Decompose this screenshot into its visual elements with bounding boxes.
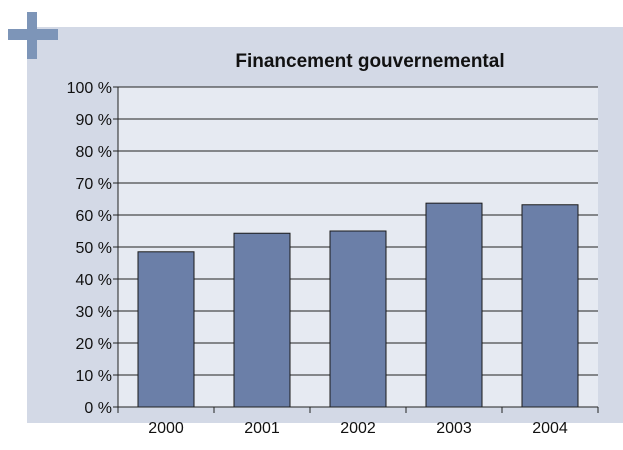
axes	[113, 86, 599, 413]
bar-2004	[521, 204, 579, 408]
plus-icon-horizontal-bar	[8, 29, 58, 40]
y-tick-label: 60 %	[76, 208, 112, 225]
y-tick-label: 20 %	[76, 336, 112, 353]
y-tick-label: 0 %	[84, 400, 112, 417]
y-tick-label: 50 %	[76, 240, 112, 257]
bars	[137, 202, 579, 408]
y-axis-tick-labels: 0 % 10 % 20 % 30 % 40 % 50 % 60 % 70 % 80 % 90 % 1…	[67, 80, 112, 417]
x-axis-tick-labels: 2000 2001 2002 2003 2004	[148, 420, 568, 437]
bar-2003	[425, 202, 483, 408]
bar-2002	[329, 230, 387, 408]
y-tick-label: 30 %	[76, 304, 112, 321]
x-tick-label: 2004	[532, 420, 568, 437]
chart-title: Financement gouvernemental	[235, 51, 504, 72]
y-tick-label: 70 %	[76, 176, 112, 193]
y-tick-label: 10 %	[76, 368, 112, 385]
x-tick-label: 2001	[244, 420, 280, 437]
y-tick-label: 40 %	[76, 272, 112, 289]
bar-2001	[233, 232, 291, 408]
bar-2000	[137, 251, 195, 408]
x-tick-label: 2003	[436, 420, 472, 437]
y-tick-label: 90 %	[76, 112, 112, 129]
y-tick-label: 100 %	[67, 80, 112, 97]
y-tick-label: 80 %	[76, 144, 112, 161]
x-tick-label: 2002	[340, 420, 376, 437]
x-tick-label: 2000	[148, 420, 184, 437]
